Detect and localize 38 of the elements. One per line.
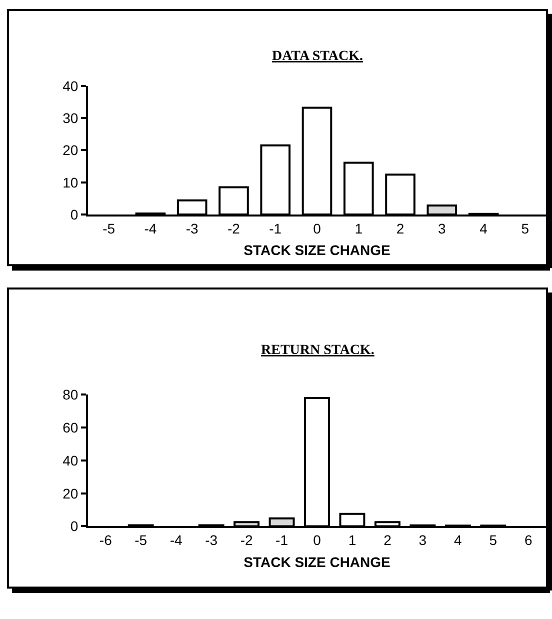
x-tick-label: 1 <box>354 220 363 236</box>
x-tick-label: -1 <box>276 532 288 548</box>
y-tick-label: 10 <box>62 174 78 190</box>
x-tick-label: -5 <box>102 220 116 236</box>
x-tick-label: 3 <box>418 532 427 548</box>
x-tick-label: -2 <box>228 220 240 236</box>
chart-title: RETURN STACK. <box>261 343 374 358</box>
y-tick-label: 0 <box>70 518 78 534</box>
y-tick-label: 0 <box>70 206 78 222</box>
x-tick-label: 2 <box>384 532 392 548</box>
x-tick-label: -3 <box>186 220 199 236</box>
y-tick-label: 40 <box>62 78 78 94</box>
x-tick-label: -2 <box>240 532 253 548</box>
x-tick-label: -4 <box>170 532 183 548</box>
x-tick-label: 3 <box>438 220 446 236</box>
y-tick-label: 20 <box>62 485 78 502</box>
x-tick-label: -5 <box>134 532 148 548</box>
x-axis-title: STACK SIZE CHANGE <box>244 554 390 570</box>
x-tick-label: -1 <box>269 220 282 236</box>
x-tick-label: 0 <box>313 532 322 548</box>
y-tick-label: 30 <box>62 110 78 126</box>
y-tick-label: 80 <box>62 386 78 403</box>
x-tick-label: 0 <box>313 220 322 236</box>
x-tick-label: -3 <box>205 532 218 548</box>
x-tick-label: -6 <box>99 532 112 548</box>
x-tick-label: 2 <box>396 220 404 236</box>
y-tick-label: 20 <box>62 142 78 158</box>
x-tick-label: 5 <box>489 532 498 548</box>
y-tick-label: 40 <box>62 452 78 468</box>
x-tick-label: 4 <box>480 220 488 236</box>
x-tick-label: -4 <box>144 220 157 236</box>
chart-title: DATA STACK. <box>272 49 364 64</box>
x-tick-label: 1 <box>348 532 356 548</box>
x-tick-label: 5 <box>521 220 530 236</box>
x-tick-label: 4 <box>454 532 462 548</box>
x-axis-title: STACK SIZE CHANGE <box>244 242 390 258</box>
x-tick-label: 6 <box>524 532 532 548</box>
y-tick-label: 60 <box>62 420 78 436</box>
